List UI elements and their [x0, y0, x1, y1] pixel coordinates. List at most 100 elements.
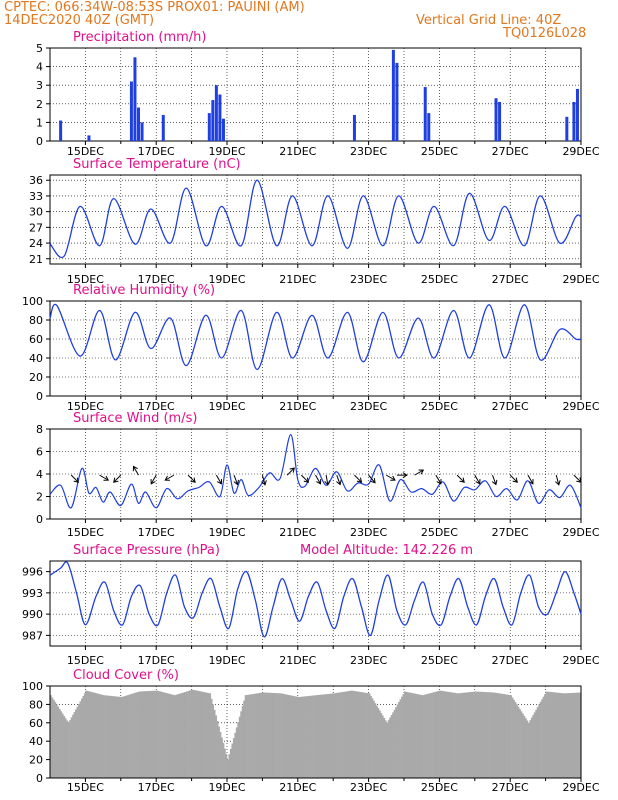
cloud-bar [151, 690, 154, 778]
header-line2-left: 14DEC2020 40Z (GMT) [4, 13, 155, 28]
cloud-bar [473, 691, 476, 778]
wind-arrow-shaft [150, 474, 157, 485]
wind-arrow [324, 475, 331, 486]
wind-arrow-shaft [261, 474, 266, 485]
precip-bar [129, 81, 133, 141]
cloud-bar [175, 694, 178, 778]
cloud-bar [511, 697, 514, 778]
cloud-bar [412, 693, 415, 778]
cloud-bar [353, 691, 356, 778]
wind-arrow-head [336, 479, 342, 486]
cloud-bar [107, 695, 110, 778]
y-tick-label: 4 [36, 61, 43, 74]
wind-arrow-head [528, 479, 534, 485]
cloud-bar [560, 693, 563, 778]
cloud-bar [241, 705, 244, 778]
cloud-bar [533, 712, 536, 778]
cloud-bar [269, 692, 272, 778]
x-tick-label: 17DEC [138, 273, 175, 286]
x-tick-label: 23DEC [350, 273, 387, 286]
cloud-bar [203, 692, 206, 778]
x-tick-label: 27DEC [492, 400, 529, 413]
cloud-bar [309, 695, 312, 778]
wind-arrow [336, 474, 342, 486]
cloud-bar [550, 691, 552, 778]
cloud-bar [98, 694, 101, 778]
y-tick-label: 1 [36, 116, 43, 129]
wind-arrow-shaft [315, 474, 321, 485]
cloud-bar [75, 709, 77, 778]
cloud-bar [316, 695, 319, 778]
cloud-bar [283, 693, 285, 778]
precip-bar [575, 88, 579, 141]
cloud-bar [426, 694, 428, 778]
cloud-bar [421, 695, 424, 778]
cloud-bar [232, 738, 235, 778]
cloud-bar [359, 691, 362, 778]
wind-arrow-shaft [70, 474, 79, 483]
cloud-bar [213, 709, 216, 778]
y-tick-label: 60 [29, 333, 43, 346]
cloud-bar [85, 690, 88, 778]
precip-bar [218, 94, 222, 141]
cloud-bar [352, 690, 355, 778]
cloud-bar [516, 704, 518, 778]
cloud-bar [499, 693, 502, 778]
cloud-bar [408, 692, 411, 778]
cloud-bar [331, 693, 334, 778]
wind-arrow-shaft [233, 474, 238, 485]
pressure-line [49, 561, 582, 638]
cloud-bar [563, 693, 566, 778]
wind-speed-line [49, 433, 582, 509]
x-tick-label: 23DEC [350, 654, 387, 667]
cloud-bar [231, 743, 234, 778]
cloud-bar [498, 693, 501, 778]
x-tick-label: 29DEC [562, 273, 599, 286]
cloud-bar [358, 691, 361, 778]
cloud-bar [493, 692, 496, 778]
cloud-bar [138, 691, 141, 778]
cloud-bar [187, 691, 189, 778]
precip-bar [391, 49, 395, 141]
wind-arrow [150, 474, 157, 485]
wind-arrow-head [512, 477, 518, 483]
y-tick-label: 20 [29, 371, 43, 384]
cloud-bar [327, 693, 330, 778]
x-tick-label: 23DEC [350, 145, 387, 158]
cloud-bar [61, 713, 64, 778]
cloud-bar [477, 691, 480, 778]
wind-arrow [527, 474, 534, 485]
precip-bar [214, 85, 218, 141]
cloud-bar [384, 720, 387, 778]
cloud-bar [166, 693, 169, 778]
cloud-bar [278, 693, 281, 778]
cloud-bar [58, 709, 61, 778]
model-altitude-label: Model Altitude: 142.226 m [300, 543, 473, 558]
cloud-bar [434, 691, 437, 778]
cloud-bar [443, 691, 446, 778]
wind-arrow-shaft [215, 474, 222, 485]
x-tick-label: 25DEC [421, 526, 458, 539]
cloud-bar [576, 692, 579, 778]
cloud-bar [83, 693, 86, 778]
cloud-bar [495, 692, 498, 778]
cloud-bar [439, 690, 442, 778]
x-tick-label: 15DEC [67, 526, 104, 539]
cloud-bar [463, 692, 465, 778]
cloud-bar [318, 694, 321, 778]
wind-arrow [456, 474, 465, 483]
cloud-bar [240, 711, 243, 778]
wind-arrow [132, 465, 139, 476]
cloud-bar [361, 692, 363, 778]
cloud-bar [212, 704, 215, 778]
cloud-bar [123, 696, 126, 778]
cloud-bar [370, 695, 372, 778]
cloud-bar [97, 693, 99, 778]
wind-arrow-head [150, 479, 156, 485]
cloud-bar [280, 693, 282, 778]
cloud-bar [519, 709, 521, 778]
cloud-bar [88, 691, 91, 778]
cloud-bar [437, 690, 440, 778]
cloud-bar [79, 701, 82, 778]
